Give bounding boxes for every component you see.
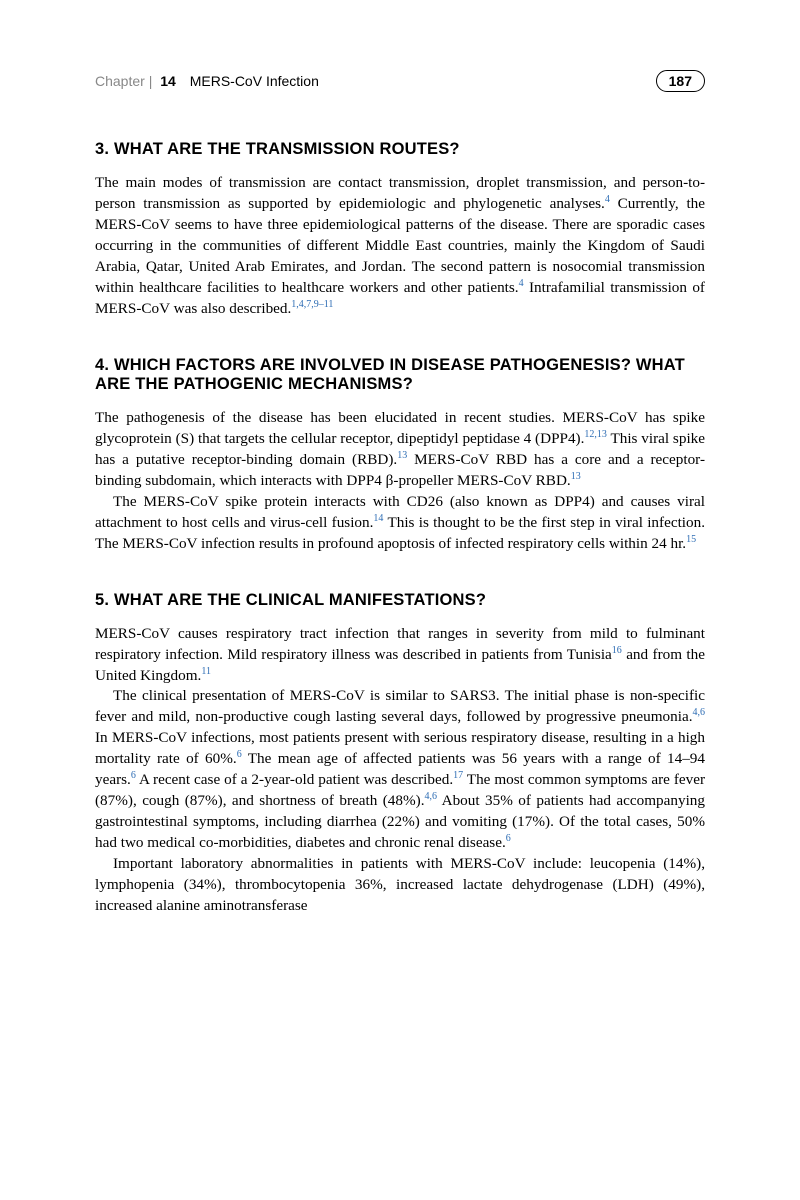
section: 4. WHICH FACTORS ARE INVOLVED IN DISEASE… [95,356,705,555]
divider: | [149,73,153,89]
page-header: Chapter | 14 MERS-CoV Infection 187 [95,70,705,92]
citation-ref[interactable]: 1,4,7,9–11 [291,299,333,310]
chapter-title: MERS-CoV Infection [190,73,319,89]
chapter-breadcrumb: Chapter | 14 MERS-CoV Infection [95,73,319,89]
citation-ref[interactable]: 6 [237,749,242,760]
citation-ref[interactable]: 15 [686,534,696,545]
citation-ref[interactable]: 13 [397,450,407,461]
body-paragraph: The MERS-CoV spike protein interacts wit… [95,492,705,555]
section: 3. WHAT ARE THE TRANSMISSION ROUTES? The … [95,140,705,320]
citation-ref[interactable]: 4 [519,278,524,289]
body-paragraph: Important laboratory abnormalities in pa… [95,854,705,917]
citation-ref[interactable]: 13 [571,471,581,482]
body-paragraph: The pathogenesis of the disease has been… [95,408,705,492]
citation-ref[interactable]: 6 [506,833,511,844]
page: Chapter | 14 MERS-CoV Infection 187 3. W… [0,0,800,1200]
section: 5. WHAT ARE THE CLINICAL MANIFESTATIONS?… [95,591,705,918]
citation-ref[interactable]: 4,6 [425,791,438,802]
citation-ref[interactable]: 6 [131,770,136,781]
content: 3. WHAT ARE THE TRANSMISSION ROUTES? The … [95,140,705,917]
citation-ref[interactable]: 14 [373,513,383,524]
page-number-badge: 187 [656,70,705,92]
section-heading: 4. WHICH FACTORS ARE INVOLVED IN DISEASE… [95,356,705,394]
chapter-number: 14 [160,73,176,89]
body-paragraph: MERS-CoV causes respiratory tract infect… [95,624,705,687]
body-paragraph: The clinical presentation of MERS-CoV is… [95,686,705,854]
citation-ref[interactable]: 12,13 [584,429,607,440]
body-paragraph: The main modes of transmission are conta… [95,173,705,320]
chapter-label: Chapter [95,73,145,89]
citation-ref[interactable]: 17 [453,770,463,781]
section-heading: 3. WHAT ARE THE TRANSMISSION ROUTES? [95,140,705,159]
section-heading: 5. WHAT ARE THE CLINICAL MANIFESTATIONS? [95,591,705,610]
citation-ref[interactable]: 4,6 [693,707,706,718]
citation-ref[interactable]: 4 [605,194,610,205]
citation-ref[interactable]: 11 [201,665,211,676]
citation-ref[interactable]: 16 [612,644,622,655]
